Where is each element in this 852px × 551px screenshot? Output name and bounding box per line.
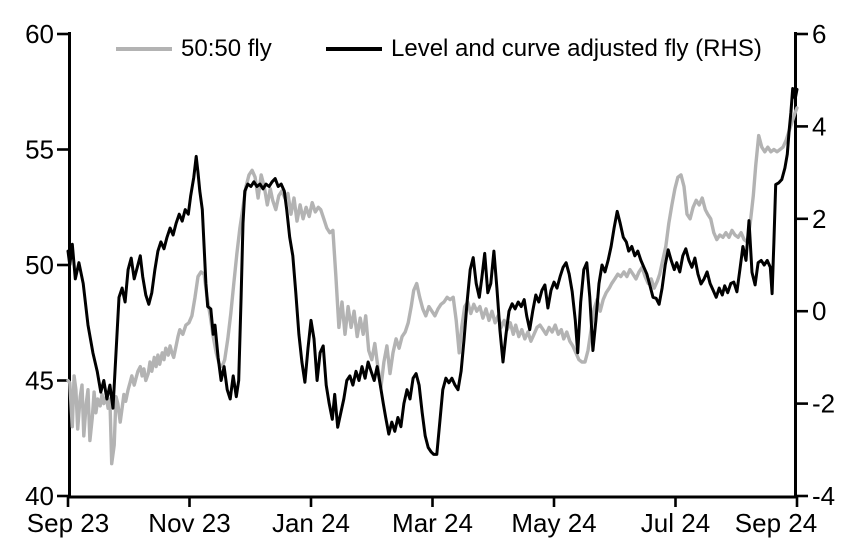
left-axis-tick-label: 40 [25, 481, 54, 511]
right-axis-tick-label: 2 [812, 204, 826, 234]
left-axis-tick-label: 60 [25, 19, 54, 49]
left-axis-tick-label: 45 [25, 366, 54, 396]
x-axis-tick-label: Sep 23 [27, 508, 109, 538]
x-axis-tick-label: Jul 24 [641, 508, 710, 538]
x-axis-tick-label: Sep 24 [735, 508, 817, 538]
x-axis-tick-label: Mar 24 [392, 508, 473, 538]
right-axis-tick-label: 6 [812, 19, 826, 49]
right-axis-tick-label: 0 [812, 296, 826, 326]
left-axis-tick-label: 55 [25, 135, 54, 165]
right-axis-tick-label: 4 [812, 111, 826, 141]
right-axis-tick-label: -4 [812, 481, 835, 511]
series-line-adjusted-fly [66, 87, 799, 456]
left-axis-tick-label: 50 [25, 250, 54, 280]
right-axis-tick-label: -2 [812, 389, 835, 419]
x-axis-tick-label: Jan 24 [272, 508, 350, 538]
series-line-5050-fly [66, 106, 799, 466]
x-axis-tick-label: Nov 23 [148, 508, 230, 538]
x-axis-tick-label: May 24 [511, 508, 596, 538]
